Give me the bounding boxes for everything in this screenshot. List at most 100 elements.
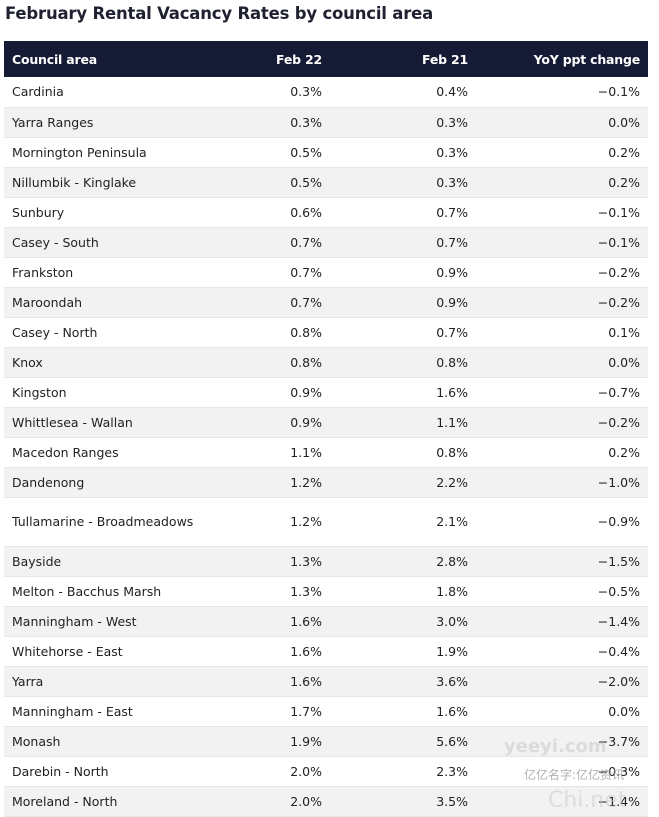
cell-council-area: Kingston	[12, 384, 67, 400]
table-row: Manningham - East 1.7% 1.6% 0.0%	[4, 696, 648, 726]
cell-yoy-change: −2.0%	[597, 673, 640, 689]
table-row: Yarra Ranges 0.3% 0.3% 0.0%	[4, 107, 648, 137]
cell-council-area: Manningham - West	[12, 613, 137, 629]
cell-yoy-change: −0.3%	[597, 763, 640, 779]
cell-council-area: Moreland - North	[12, 793, 118, 809]
cell-feb-22: 0.6%	[290, 204, 322, 220]
cell-feb-21: 0.9%	[436, 264, 468, 280]
cell-yoy-change: −0.1%	[597, 204, 640, 220]
cell-council-area: Casey - South	[12, 234, 99, 250]
cell-yoy-change: −0.1%	[597, 234, 640, 250]
column-header-council-area: Council area	[12, 51, 98, 67]
cell-feb-21: 0.3%	[436, 144, 468, 160]
table-row: Tullamarine - Broadmeadows 1.2% 2.1% −0.9%	[4, 497, 648, 546]
table-row: Dandenong 1.2% 2.2% −1.0%	[4, 467, 648, 497]
cell-yoy-change: −0.2%	[597, 414, 640, 430]
table-row: Yarra 1.6% 3.6% −2.0%	[4, 666, 648, 696]
cell-feb-22: 0.8%	[290, 324, 322, 340]
cell-council-area: Casey - North	[12, 324, 98, 340]
cell-feb-22: 1.6%	[290, 643, 322, 659]
cell-council-area: Monash	[12, 733, 61, 749]
cell-yoy-change: −0.4%	[597, 643, 640, 659]
cell-feb-22: 0.5%	[290, 174, 322, 190]
cell-feb-21: 0.7%	[436, 204, 468, 220]
cell-council-area: Manningham - East	[12, 703, 133, 719]
table-row: Knox 0.8% 0.8% 0.0%	[4, 347, 648, 377]
cell-yoy-change: 0.1%	[608, 324, 640, 340]
cell-feb-22: 1.2%	[290, 514, 322, 529]
cell-feb-22: 1.7%	[290, 703, 322, 719]
cell-feb-21: 2.1%	[436, 514, 468, 529]
cell-feb-21: 0.7%	[436, 324, 468, 340]
cell-feb-22: 2.0%	[290, 763, 322, 779]
table-row: Darebin - North 2.0% 2.3% −0.3%	[4, 756, 648, 786]
table-row: Maroondah 0.7% 0.9% −0.2%	[4, 287, 648, 317]
cell-yoy-change: 0.2%	[608, 174, 640, 190]
cell-council-area: Frankston	[12, 264, 74, 280]
table-row: Frankston 0.7% 0.9% −0.2%	[4, 257, 648, 287]
cell-yoy-change: −0.2%	[597, 264, 640, 280]
vacancy-table: Council area Feb 22 Feb 21 YoY ppt chang…	[4, 41, 648, 817]
column-header-feb-22: Feb 22	[275, 51, 322, 67]
cell-feb-21: 2.2%	[436, 474, 468, 490]
table-row: Monash 1.9% 5.6% −3.7%	[4, 726, 648, 756]
cell-feb-21: 0.9%	[436, 294, 468, 310]
cell-council-area: Macedon Ranges	[12, 444, 119, 460]
cell-yoy-change: −0.5%	[597, 583, 640, 599]
cell-feb-22: 0.3%	[290, 114, 322, 130]
table-row: Casey - South 0.7% 0.7% −0.1%	[4, 227, 648, 257]
cell-feb-22: 0.5%	[290, 144, 322, 160]
cell-yoy-change: −1.0%	[597, 474, 640, 490]
table-row: Whittlesea - Wallan 0.9% 1.1% −0.2%	[4, 407, 648, 437]
cell-feb-22: 1.3%	[290, 583, 322, 599]
cell-yoy-change: 0.0%	[608, 703, 640, 719]
cell-council-area: Maroondah	[12, 294, 83, 310]
table-row: Bayside 1.3% 2.8% −1.5%	[4, 546, 648, 576]
cell-council-area: Bayside	[12, 553, 62, 569]
cell-feb-22: 1.6%	[290, 613, 322, 629]
cell-council-area: Whittlesea - Wallan	[12, 414, 133, 430]
cell-feb-21: 5.6%	[436, 733, 468, 749]
cell-council-area: Nillumbik - Kinglake	[12, 174, 137, 190]
cell-council-area: Mornington Peninsula	[12, 144, 147, 160]
table-row: Nillumbik - Kinglake 0.5% 0.3% 0.2%	[4, 167, 648, 197]
table-body: Cardinia 0.3% 0.4% −0.1% Yarra Ranges 0.3% 0.3…	[4, 77, 648, 816]
cell-feb-21: 1.6%	[436, 384, 468, 400]
cell-yoy-change: 0.0%	[608, 114, 640, 130]
cell-yoy-change: −0.2%	[597, 294, 640, 310]
cell-yoy-change: −0.7%	[597, 384, 640, 400]
cell-feb-22: 0.7%	[290, 294, 322, 310]
cell-feb-21: 0.3%	[436, 174, 468, 190]
cell-feb-21: 2.3%	[436, 763, 468, 779]
table-row: Macedon Ranges 1.1% 0.8% 0.2%	[4, 437, 648, 467]
table-row: Melton - Bacchus Marsh 1.3% 1.8% −0.5%	[4, 576, 648, 606]
table-row: Cardinia 0.3% 0.4% −0.1%	[4, 77, 648, 107]
cell-council-area: Melton - Bacchus Marsh	[12, 583, 162, 599]
cell-feb-21: 3.0%	[436, 613, 468, 629]
table-row: Moreland - North 2.0% 3.5% −1.4%	[4, 786, 648, 816]
cell-feb-21: 0.8%	[436, 444, 468, 460]
cell-feb-21: 3.5%	[436, 793, 468, 809]
cell-feb-21: 1.1%	[436, 414, 468, 430]
cell-feb-22: 0.7%	[290, 234, 322, 250]
cell-yoy-change: 0.0%	[608, 354, 640, 370]
cell-feb-22: 1.9%	[290, 733, 322, 749]
cell-feb-22: 1.2%	[290, 474, 322, 490]
cell-feb-22: 0.3%	[290, 84, 322, 100]
cell-yoy-change: 0.2%	[608, 444, 640, 460]
cell-council-area: Cardinia	[12, 84, 64, 100]
table-row: Casey - North 0.8% 0.7% 0.1%	[4, 317, 648, 347]
cell-feb-22: 1.3%	[290, 553, 322, 569]
cell-feb-21: 1.9%	[436, 643, 468, 659]
column-header-yoy-change: YoY ppt change	[533, 51, 641, 67]
cell-feb-22: 0.9%	[290, 384, 322, 400]
cell-yoy-change: −3.7%	[597, 733, 640, 749]
cell-feb-22: 0.7%	[290, 264, 322, 280]
table-row: Manningham - West 1.6% 3.0% −1.4%	[4, 606, 648, 636]
table-row: Sunbury 0.6% 0.7% −0.1%	[4, 197, 648, 227]
cell-council-area: Yarra	[12, 673, 44, 689]
cell-yoy-change: −1.4%	[597, 793, 640, 809]
column-header-feb-21: Feb 21	[421, 51, 468, 67]
table-row: Kingston 0.9% 1.6% −0.7%	[4, 377, 648, 407]
cell-feb-21: 0.3%	[436, 114, 468, 130]
